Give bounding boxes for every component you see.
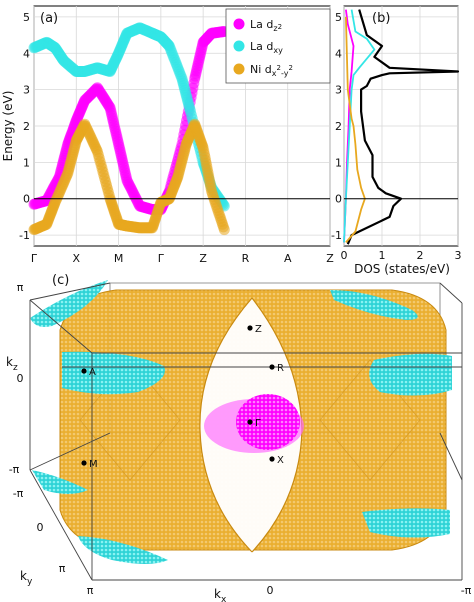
legend-marker-ni-dx2y2 [233,63,245,75]
bz-tick-labels: π 0 -π -π 0 π π 0 -π [9,281,472,597]
k-point-label: M [89,459,98,470]
k-point-label: X [277,455,284,466]
band-k-tick-label: X [73,252,81,265]
dos-y-ticks: -1 0 1 2 3 4 5 [331,11,342,242]
dos-x-ticks: 0 1 2 3 [341,249,462,262]
dos-y-tick-label: 0 [335,193,342,206]
band-series [28,22,230,236]
band-series-la-dz2 [28,26,230,216]
legend-marker-la-dz2 [233,18,245,30]
band-y-ticks: -1 0 1 2 3 4 5 [19,11,30,242]
ky-tick-label: π [59,562,66,575]
band-series-la-dxy [28,22,230,212]
k-point-label: Z [255,324,262,335]
k-point-label: R [277,363,284,374]
la-dz2-surface [204,394,304,453]
band-k-tick-label: Γ [31,252,38,265]
ky-tick-label: -π [13,487,24,500]
band-y-tick-label: 3 [23,84,30,97]
k-point-label: Γ [255,418,261,429]
dos-y-tick-label: 1 [335,156,342,169]
band-y-tick-label: -1 [19,229,30,242]
dos-x-tick-label: 1 [379,249,386,262]
dos-y-tick-label: 3 [335,84,342,97]
dos-x-tick-label: 2 [417,249,424,262]
bz-front-edges [29,282,463,581]
dos-panel-label: (b) [372,11,390,26]
la-dxy-surface [30,280,452,564]
band-series-ni-dx2-y2 [28,118,230,236]
band-panel-label: (a) [40,11,58,26]
k-point-marker [81,460,87,466]
kx-tick-label: -π [461,584,472,597]
band-k-tick-label: Γ [158,252,165,265]
dos-series-total [346,9,460,245]
high-symmetry-points: Z A R Γ M X [81,324,284,470]
k-point-marker [247,419,253,425]
dos-x-tick-label: 3 [455,249,462,262]
band-y-tick-label: 1 [23,156,30,169]
k-point-marker [269,456,275,462]
kz-tick-label: 0 [17,372,24,385]
kx-tick-label: 0 [267,584,274,597]
legend-label-la-dz2: La dz2 [250,18,282,33]
dos-y-tick-label: -1 [331,229,342,242]
kx-axis-label: kx [214,587,227,602]
kz-axis-label: kz [6,355,18,373]
k-point-label: A [89,367,96,378]
band-point [218,224,230,236]
ky-axis-label: ky [20,569,33,587]
legend-marker-la-dxy [233,40,245,52]
fermi-surface-panel-label: (c) [52,273,69,288]
dos-series-ni-dx2-y2 [345,16,366,243]
dos-series-la-dxy [343,9,376,243]
dos-y-tick-label: 4 [335,47,342,60]
band-structure-panel: -1 0 1 2 3 4 5 Γ X M Γ Z R A Z (a) Energy (eV) La dz2… [1,5,334,265]
k-point-marker [81,368,87,374]
dos-y-tick-label: 2 [335,120,342,133]
band-k-tick-label: Z [199,252,207,265]
dos-y-tick-label: 5 [335,11,342,24]
kx-tick-label: π [87,584,94,597]
kz-tick-label: π [17,281,24,294]
band-k-tick-label: A [284,252,292,265]
legend-label-ni-dx2y2: Ni dx2-y2 [250,63,293,78]
band-y-tick-label: 5 [23,11,30,24]
band-k-tick-label: M [114,252,124,265]
band-legend: La dz2 La dxy Ni dx2-y2 [225,8,331,84]
band-y-tick-label: 4 [23,47,30,60]
dos-x-tick-label: 0 [341,249,348,262]
dos-x-axis-label: DOS (states/eV) [354,262,450,276]
band-k-tick-label: R [242,252,250,265]
fermi-surface-panel: (c) [6,273,472,602]
dos-series [343,9,460,245]
k-point-marker [247,325,253,331]
band-y-axis-label: Energy (eV) [1,91,15,162]
band-k-tick-label: Z [326,252,334,265]
band-y-tick-label: 0 [23,193,30,206]
kz-tick-label: -π [9,463,20,476]
band-y-tick-label: 2 [23,120,30,133]
ky-tick-label: 0 [37,521,44,534]
legend-label-la-dxy: La dxy [250,40,283,55]
k-point-marker [269,364,275,370]
dos-panel: 0 1 2 3 -1 0 1 2 3 4 5 (b) DOS (states/eV) [331,5,462,276]
